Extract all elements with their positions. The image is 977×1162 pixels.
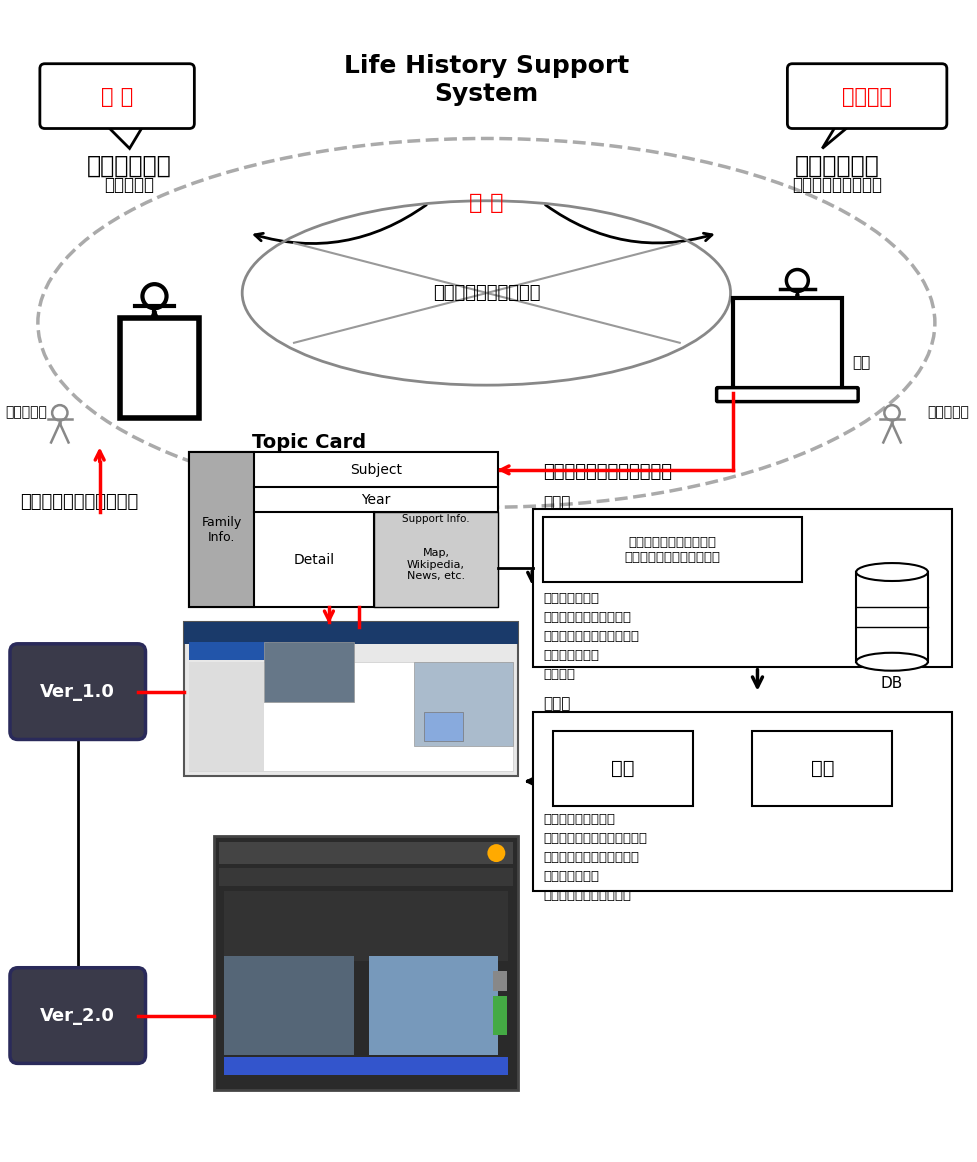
Text: インタビューコンテンツ
フォームに関する機能管理: インタビューコンテンツ フォームに関する機能管理 [624, 536, 721, 564]
Bar [264, 641, 354, 702]
Bar [533, 509, 952, 667]
Text: ・ユーザ管理部
・トピックカード管理部
・情報簡易自動補完機能部
・簡易表示機能
・その他: ・ユーザ管理部 ・トピックカード管理部 ・情報簡易自動補完機能部 ・簡易表示機能… [543, 591, 639, 681]
Polygon shape [105, 123, 145, 149]
Text: Subject: Subject [350, 462, 403, 476]
Bar [225, 1057, 508, 1075]
Text: 編集: 編集 [612, 760, 635, 779]
Bar [190, 661, 264, 772]
Text: Year: Year [361, 493, 391, 507]
Text: （聴き手：親近者）: （聴き手：親近者） [792, 177, 882, 194]
Bar [214, 837, 518, 1090]
Text: Ver_2.0: Ver_2.0 [40, 1006, 115, 1025]
Text: Map,
Wikipedia,
News, etc.: Map, Wikipedia, News, etc. [407, 548, 465, 581]
Bar [493, 970, 507, 991]
Text: ［情報インプット部］: ［情報インプット部］ [433, 284, 540, 302]
Bar [119, 318, 199, 417]
FancyBboxPatch shape [716, 388, 858, 402]
Bar [374, 512, 498, 607]
Bar [533, 711, 952, 891]
Bar [190, 661, 513, 772]
Text: 入力: 入力 [852, 356, 871, 371]
Bar [424, 711, 463, 741]
Bar [219, 868, 513, 885]
Bar [190, 452, 254, 607]
Text: Ver_1.0: Ver_1.0 [40, 682, 115, 701]
Bar [225, 891, 508, 961]
Text: 投げかけ: 投げかけ [842, 87, 892, 107]
Text: Detail: Detail [293, 553, 334, 567]
Text: DB: DB [881, 675, 903, 690]
Bar [190, 452, 498, 607]
Text: ［情報アウトプット部］: ［情報アウトプット部］ [20, 493, 138, 511]
Text: 想 起: 想 起 [102, 87, 134, 107]
Text: 中核部: 中核部 [543, 495, 571, 510]
Ellipse shape [856, 564, 928, 581]
Bar [856, 572, 928, 661]
Bar [553, 732, 693, 806]
Text: （語り手）: （語り手） [105, 177, 154, 194]
Text: Life History Support
System: Life History Support System [344, 53, 629, 106]
Polygon shape [823, 123, 852, 149]
Bar [368, 956, 498, 1055]
Bar [185, 622, 518, 644]
Bar [413, 661, 513, 746]
Bar [543, 517, 802, 582]
Text: 閲覧許可者: 閲覧許可者 [5, 406, 47, 419]
Text: 対 話: 対 話 [469, 193, 503, 214]
Bar [752, 732, 892, 806]
Bar [185, 622, 518, 776]
FancyBboxPatch shape [10, 644, 146, 739]
Bar [493, 996, 507, 1035]
Text: ［情報オペレーション部］: ［情報オペレーション部］ [543, 464, 672, 481]
FancyBboxPatch shape [40, 64, 194, 129]
FancyBboxPatch shape [10, 968, 146, 1063]
Text: 閲覧許可者: 閲覧許可者 [927, 406, 969, 419]
Ellipse shape [856, 653, 928, 670]
Circle shape [488, 844, 505, 862]
Bar [225, 956, 354, 1055]
Text: Family
Info.: Family Info. [201, 516, 242, 544]
Bar [733, 297, 842, 393]
Text: 監査: 監査 [811, 760, 834, 779]
Text: 拡張部: 拡張部 [543, 696, 571, 711]
Bar [190, 641, 269, 660]
Text: Support Info.: Support Info. [403, 515, 470, 524]
FancyBboxPatch shape [787, 64, 947, 129]
Text: ・音声入力支援機能
・トピック情報解析支援機能
・インフォグラフィックス
　拡張表示機能
・セキュリティ管理機能: ・音声入力支援機能 ・トピック情報解析支援機能 ・インフォグラフィックス 拡張表… [543, 813, 647, 902]
Text: インタビュイ: インタビュイ [87, 153, 172, 178]
Bar [219, 842, 513, 865]
Text: インタビュア: インタビュア [795, 153, 879, 178]
Text: Topic Card: Topic Card [252, 433, 366, 452]
